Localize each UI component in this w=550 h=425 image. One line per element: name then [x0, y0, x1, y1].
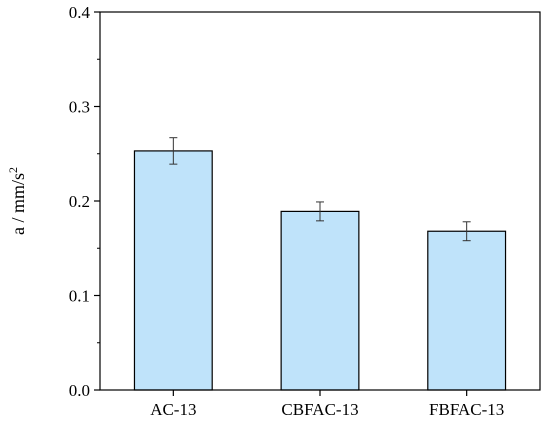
- y-tick-label: 0.4: [69, 3, 91, 22]
- x-tick-label: AC-13: [150, 400, 196, 419]
- x-axis-ticks: AC-13 CBFAC-13 FBFAC-13: [150, 390, 504, 419]
- bar-fbfac-13: [427, 230, 507, 391]
- y-tick-label: 0.0: [69, 381, 90, 400]
- bar-cbfac-13: [280, 210, 360, 391]
- x-tick-label: CBFAC-13: [281, 400, 358, 419]
- y-axis-label: a / mm/s2: [6, 167, 28, 235]
- bar-ac-13: [133, 150, 213, 391]
- y-tick-label: 0.1: [69, 287, 90, 306]
- y-axis-ticks: 0.0 0.1 0.2 0.3 0.4: [69, 3, 100, 400]
- error-bars: [169, 137, 471, 242]
- y-tick-label: 0.3: [69, 98, 90, 117]
- plot-frame: [99, 11, 541, 391]
- y-tick-label: 0.2: [69, 192, 90, 211]
- x-tick-label: FBFAC-13: [429, 400, 504, 419]
- bars: [133, 150, 507, 391]
